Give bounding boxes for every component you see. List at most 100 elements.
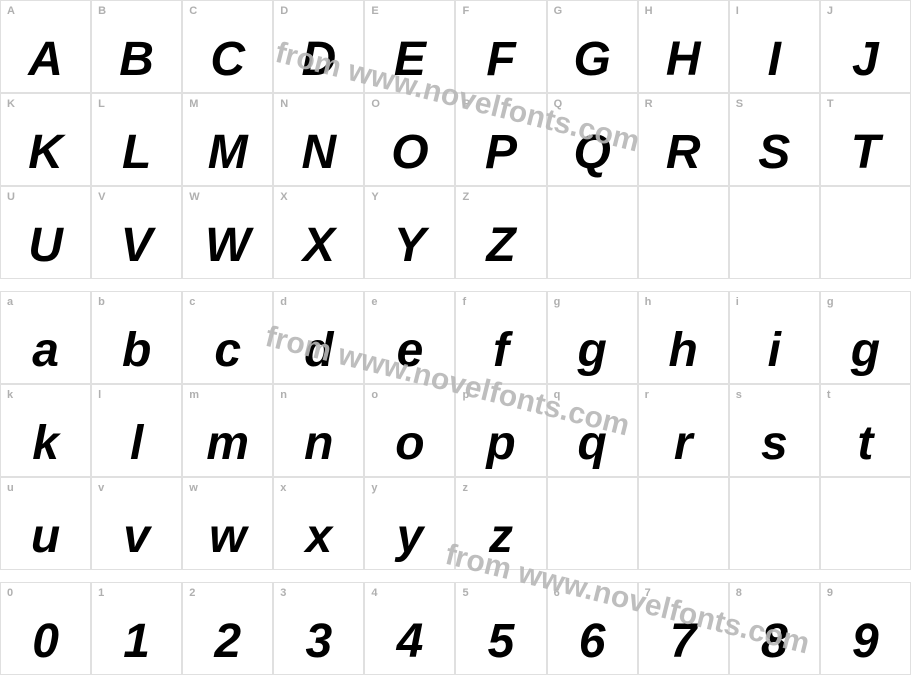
cell-label: 9 (827, 587, 833, 599)
cell-label: N (280, 98, 288, 110)
cell-label: F (462, 5, 469, 17)
glyph-cell: II (729, 0, 820, 93)
cell-glyph: k (1, 420, 90, 468)
glyph-cell: PP (455, 93, 546, 186)
cell-glyph: S (730, 129, 819, 177)
glyph-cell: UU (0, 186, 91, 279)
cell-glyph: A (1, 36, 90, 84)
cell-label: o (371, 389, 378, 401)
cell-glyph: H (639, 36, 728, 84)
glyph-cell: BB (91, 0, 182, 93)
cell-glyph: R (639, 129, 728, 177)
cell-label: O (371, 98, 380, 110)
cell-glyph: 6 (548, 618, 637, 666)
cell-glyph: 4 (365, 618, 454, 666)
glyph-cell: 66 (547, 582, 638, 675)
cell-glyph: s (730, 420, 819, 468)
cell-glyph: J (821, 36, 910, 84)
cell-label: 2 (189, 587, 195, 599)
glyph-cell: qq (547, 384, 638, 477)
glyph-cell (820, 186, 911, 279)
cell-label: B (98, 5, 106, 17)
glyph-cell: nn (273, 384, 364, 477)
cell-label: s (736, 389, 742, 401)
glyph-cell: bb (91, 291, 182, 384)
cell-label: l (98, 389, 101, 401)
cell-label: T (827, 98, 834, 110)
grid-row: UUVVWWXXYYZZ (0, 186, 911, 279)
glyph-cell: xx (273, 477, 364, 570)
cell-glyph: o (365, 420, 454, 468)
cell-glyph: l (92, 420, 181, 468)
cell-glyph: 8 (730, 618, 819, 666)
glyph-cell: LL (91, 93, 182, 186)
font-specimen-root: AABBCCDDEEFFGGHHIIJJKKLLMMNNOOPPQQRRSSTT… (0, 0, 911, 675)
section-gap (0, 570, 911, 582)
glyph-cell: ee (364, 291, 455, 384)
glyph-cell: FF (455, 0, 546, 93)
cell-glyph: 0 (1, 618, 90, 666)
cell-label: 0 (7, 587, 13, 599)
glyph-cell: 88 (729, 582, 820, 675)
cell-label: k (7, 389, 13, 401)
cell-glyph: M (183, 129, 272, 177)
cell-label: Z (462, 191, 469, 203)
cell-glyph: U (1, 222, 90, 270)
glyph-cell (729, 186, 820, 279)
glyph-cell: GG (547, 0, 638, 93)
cell-glyph: Z (456, 222, 545, 270)
glyph-cell: vv (91, 477, 182, 570)
cell-label: d (280, 296, 287, 308)
cell-glyph: Y (365, 222, 454, 270)
glyph-cell: ss (729, 384, 820, 477)
glyph-cell (729, 477, 820, 570)
cell-label: g (827, 296, 834, 308)
glyph-cell: 00 (0, 582, 91, 675)
glyph-cell: WW (182, 186, 273, 279)
glyph-cell: KK (0, 93, 91, 186)
cell-label: U (7, 191, 15, 203)
glyph-cell: mm (182, 384, 273, 477)
cell-glyph: I (730, 36, 819, 84)
grid-row: AABBCCDDEEFFGGHHIIJJ (0, 0, 911, 93)
cell-label: a (7, 296, 13, 308)
glyph-cell: yy (364, 477, 455, 570)
cell-label: W (189, 191, 199, 203)
cell-glyph: i (730, 327, 819, 375)
cell-glyph: K (1, 129, 90, 177)
glyph-cell: kk (0, 384, 91, 477)
grid-row: uuvvwwxxyyzz (0, 477, 911, 570)
cell-glyph: t (821, 420, 910, 468)
cell-label: 3 (280, 587, 286, 599)
glyph-cell: zz (455, 477, 546, 570)
glyph-cell: DD (273, 0, 364, 93)
cell-glyph: d (274, 327, 363, 375)
cell-label: X (280, 191, 287, 203)
glyph-cell: tt (820, 384, 911, 477)
glyph-cell: VV (91, 186, 182, 279)
cell-label: 5 (462, 587, 468, 599)
grid-row: kkllmmnnooppqqrrsstt (0, 384, 911, 477)
glyph-cell: 44 (364, 582, 455, 675)
glyph-cell (638, 186, 729, 279)
cell-glyph: 9 (821, 618, 910, 666)
glyph-cell: pp (455, 384, 546, 477)
cell-label: v (98, 482, 104, 494)
glyph-cell (820, 477, 911, 570)
glyph-cell: OO (364, 93, 455, 186)
grid-row: 00112233445566778899 (0, 582, 911, 675)
cell-label: q (554, 389, 561, 401)
cell-label: P (462, 98, 469, 110)
glyph-cell: 99 (820, 582, 911, 675)
cell-label: 8 (736, 587, 742, 599)
cell-label: A (7, 5, 15, 17)
glyph-cell: SS (729, 93, 820, 186)
glyph-cell: HH (638, 0, 729, 93)
cell-label: h (645, 296, 652, 308)
cell-label: I (736, 5, 739, 17)
cell-label: f (462, 296, 466, 308)
cell-glyph: g (821, 327, 910, 375)
grid-row: KKLLMMNNOOPPQQRRSSTT (0, 93, 911, 186)
glyph-cell: 22 (182, 582, 273, 675)
cell-glyph: c (183, 327, 272, 375)
